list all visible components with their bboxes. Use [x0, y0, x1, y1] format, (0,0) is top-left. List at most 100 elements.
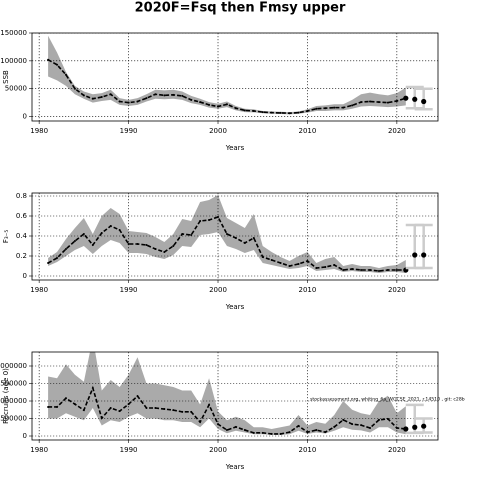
estimate-point: [163, 408, 166, 411]
estimate-point: [306, 431, 309, 434]
estimate-point: [342, 418, 345, 421]
x-axis-label: Years: [225, 144, 245, 152]
y-tick-label: 0: [23, 113, 27, 121]
plot-area: [32, 193, 438, 280]
y-axis-label: SSB: [2, 70, 10, 84]
estimate-point: [297, 263, 300, 265]
estimate-point: [377, 101, 380, 104]
estimate-point: [297, 111, 300, 114]
estimate-point: [208, 403, 211, 406]
y-axis-label: F₃₋₅: [2, 230, 10, 244]
estimate-point: [64, 248, 67, 250]
estimate-point: [208, 219, 211, 221]
error-bar: [405, 223, 424, 270]
estimate-point: [47, 405, 50, 408]
axes-frame: [31, 192, 439, 281]
estimate-point: [154, 407, 157, 410]
y-tick-label: 0.4: [16, 232, 28, 240]
estimate-point: [270, 259, 273, 261]
estimate-point: [386, 417, 389, 420]
estimate-point: [225, 103, 228, 106]
estimate-point: [306, 109, 309, 112]
estimate-point: [333, 106, 336, 109]
estimate-point: [172, 409, 175, 412]
estimate-point: [47, 58, 50, 61]
estimate-point: [369, 426, 372, 429]
estimate-point: [297, 424, 300, 427]
x-tick-label: 2020: [388, 286, 406, 294]
estimate-point: [342, 269, 345, 271]
estimate-line: [48, 385, 406, 435]
estimate-point: [118, 410, 121, 413]
estimate-point: [377, 270, 380, 272]
projection-point: [421, 423, 427, 429]
y-tick-label: 100000: [0, 57, 27, 65]
estimate-point: [91, 387, 94, 390]
estimate-point: [190, 234, 193, 236]
estimate-point: [315, 267, 318, 269]
annotation: stockassessment.org, whiting_6a_WGCSE_20…: [310, 397, 465, 403]
estimate-point: [270, 432, 273, 435]
figure-title: 2020F=Fsq then Fmsy upper: [135, 1, 346, 16]
x-tick-label: 2010: [299, 446, 317, 454]
estimate-point: [351, 423, 354, 426]
estimate-point: [369, 269, 372, 271]
estimate-point: [82, 94, 85, 97]
estimate-point: [154, 248, 157, 250]
projection-point: [412, 96, 418, 102]
estimate-point: [172, 93, 175, 96]
estimate-point: [395, 99, 398, 102]
x-tick-label: 1990: [120, 446, 138, 454]
estimate-point: [136, 243, 139, 245]
axes-frame: [31, 351, 439, 441]
estimate-point: [234, 425, 237, 428]
estimate-point: [351, 104, 354, 107]
estimate-point: [279, 432, 282, 435]
estimate-point: [56, 257, 59, 259]
x-tick-label: 2020: [388, 127, 406, 135]
estimate-point: [82, 233, 85, 235]
y-tick-label: 50000: [5, 85, 27, 93]
estimate-point: [73, 403, 76, 406]
estimate-point: [234, 237, 237, 239]
estimate-point: [127, 243, 130, 245]
x-tick-label: 2010: [299, 127, 317, 135]
estimate-point: [217, 216, 220, 218]
estimate-point: [100, 96, 103, 99]
estimate-point: [91, 97, 94, 100]
estimate-point: [73, 240, 76, 242]
x-tick-label: 1980: [30, 446, 48, 454]
projection-point: [403, 426, 409, 432]
estimate-point: [333, 425, 336, 428]
x-tick-label: 1980: [30, 127, 48, 135]
estimate-point: [127, 403, 130, 406]
estimate-point: [145, 407, 148, 410]
estimate-point: [91, 244, 94, 246]
estimate-point: [172, 245, 175, 247]
estimate-point: [199, 220, 202, 222]
estimate-point: [109, 407, 112, 410]
projection-point: [412, 424, 418, 430]
estimate-point: [395, 269, 398, 271]
estimate-point: [395, 426, 398, 429]
estimate-point: [118, 100, 121, 103]
estimate-point: [100, 232, 103, 234]
estimate-point: [234, 107, 237, 110]
x-axis-label: Years: [225, 463, 245, 471]
y-tick-label: 0: [23, 272, 27, 280]
estimate-point: [324, 266, 327, 268]
estimate-point: [73, 87, 76, 90]
estimate-point: [288, 265, 291, 267]
estimate-point: [47, 262, 50, 264]
estimate-point: [270, 111, 273, 114]
y-tick-label: 1500000: [0, 380, 27, 388]
panel: 0 50000 100000 150000 1980 1990 2000 2010 2020 Ye…: [0, 29, 439, 152]
estimate-point: [64, 397, 67, 400]
estimate-point: [386, 269, 389, 271]
estimate-point: [181, 233, 184, 235]
estimate-point: [252, 431, 255, 434]
estimate-point: [56, 405, 59, 408]
x-tick-label: 2010: [299, 286, 317, 294]
estimate-point: [252, 237, 255, 239]
estimate-point: [109, 225, 112, 227]
